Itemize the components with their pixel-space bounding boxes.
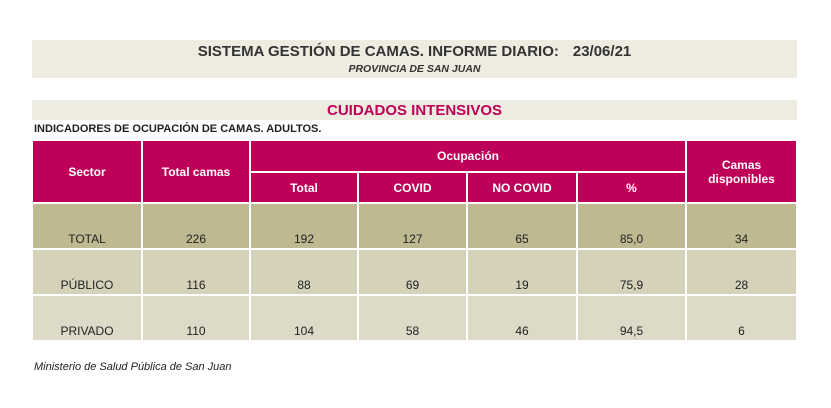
cell-sector: PÚBLICO [33,250,141,294]
title-band: SISTEMA GESTIÓN DE CAMAS. INFORME DIARIO… [32,40,797,78]
cell-pct: 75,9 [578,250,685,294]
cell-total-camas: 116 [143,250,249,294]
cell-disponibles: 6 [687,296,796,340]
header-camas-disponibles: Camas disponibles [687,141,796,202]
cell-total-camas: 110 [143,296,249,340]
cell-covid: 69 [359,250,466,294]
header-total: Total [251,173,357,202]
section-band: CUIDADOS INTENSIVOS [32,100,797,120]
cell-total: 88 [251,250,357,294]
occupancy-table: Sector Total camas Ocupación Camas dispo… [31,139,798,342]
table-row-privado: PRIVADO 110 104 58 46 94,5 6 [33,296,796,340]
header-ocupacion: Ocupación [251,141,685,171]
footer-source: Ministerio de Salud Pública de San Juan [34,361,232,373]
header-pct: % [578,173,685,202]
header-no-covid: NO COVID [468,173,576,202]
header-total-camas: Total camas [143,141,249,202]
cell-pct: 94,5 [578,296,685,340]
cell-sector: TOTAL [33,204,141,248]
cell-total-camas: 226 [143,204,249,248]
header-sector: Sector [33,141,141,202]
cell-total: 104 [251,296,357,340]
table-row-total: TOTAL 226 192 127 65 85,0 34 [33,204,796,248]
cell-disponibles: 34 [687,204,796,248]
report-title: SISTEMA GESTIÓN DE CAMAS. INFORME DIARIO… [32,43,797,60]
cell-total: 192 [251,204,357,248]
cell-covid: 58 [359,296,466,340]
report-date: 23/06/21 [572,43,632,60]
header-covid: COVID [359,173,466,202]
cell-no-covid: 19 [468,250,576,294]
report-subtitle: PROVINCIA DE SAN JUAN [348,63,481,75]
cell-covid: 127 [359,204,466,248]
section-title: CUIDADOS INTENSIVOS [326,102,503,119]
cell-no-covid: 65 [468,204,576,248]
cell-disponibles: 28 [687,250,796,294]
title-text: SISTEMA GESTIÓN DE CAMAS. INFORME DIARIO… [197,43,559,60]
indicators-heading: INDICADORES DE OCUPACIÓN DE CAMAS. ADULT… [34,123,322,135]
cell-sector: PRIVADO [33,296,141,340]
cell-no-covid: 46 [468,296,576,340]
table-row-publico: PÚBLICO 116 88 69 19 75,9 28 [33,250,796,294]
cell-pct: 85,0 [578,204,685,248]
